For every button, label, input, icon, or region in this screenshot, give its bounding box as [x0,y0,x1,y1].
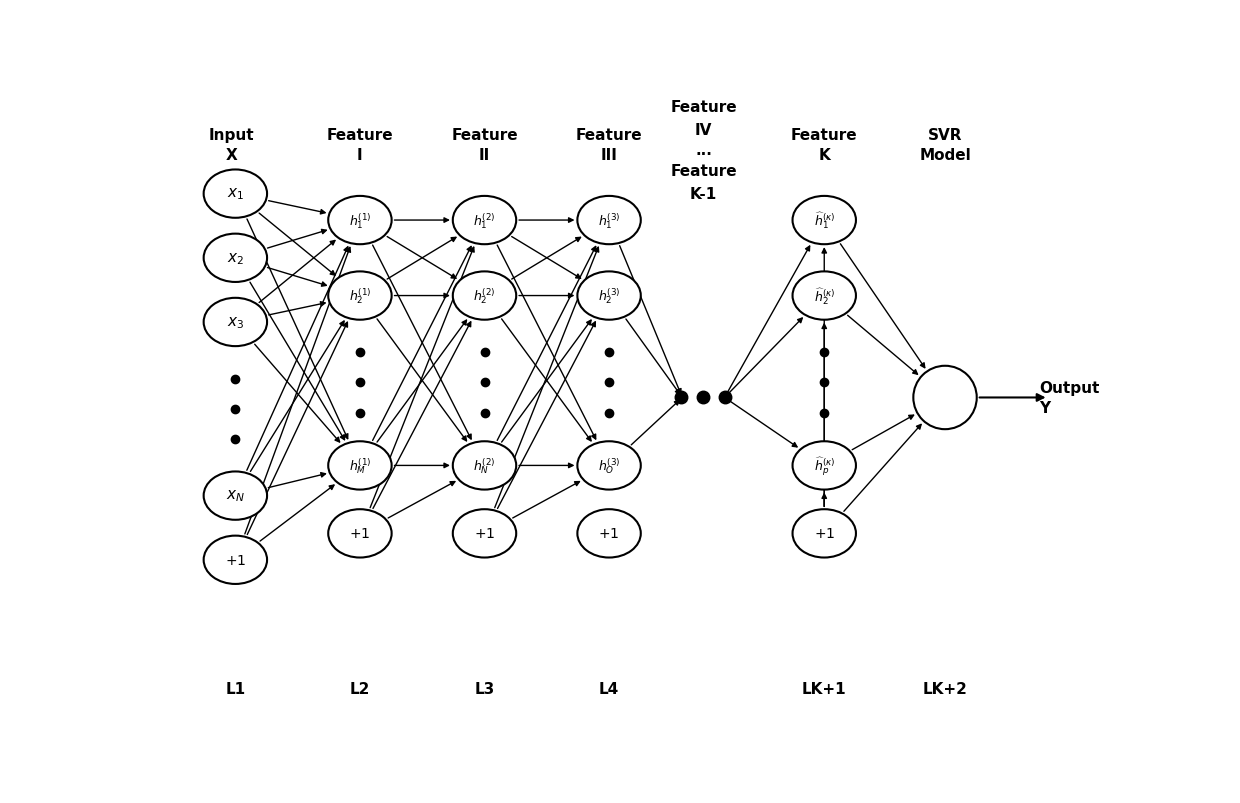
Text: $h_{N}^{(2)}$: $h_{N}^{(2)}$ [474,456,496,475]
Text: $h_1^{(1)}$: $h_1^{(1)}$ [348,211,371,230]
Text: $x_2$: $x_2$ [227,251,244,267]
Ellipse shape [578,510,641,558]
Text: $+1$: $+1$ [474,527,495,540]
Text: $h_{M}^{(1)}$: $h_{M}^{(1)}$ [348,456,371,475]
Ellipse shape [203,536,267,585]
Text: Output
Y: Output Y [1039,381,1100,415]
Ellipse shape [578,272,641,320]
Text: L1: L1 [226,681,246,695]
Ellipse shape [203,472,267,520]
Ellipse shape [578,197,641,245]
Text: $+1$: $+1$ [224,553,246,567]
Text: $x_N$: $x_N$ [226,488,244,503]
Text: $x_3$: $x_3$ [227,315,244,330]
Text: $\widehat{h}_1^{(\kappa)}$: $\widehat{h}_1^{(\kappa)}$ [813,210,835,231]
Text: Feature: Feature [670,165,737,179]
Text: $x_1$: $x_1$ [227,186,244,202]
Text: $h_{O}^{(3)}$: $h_{O}^{(3)}$ [598,456,620,475]
Text: K-1: K-1 [689,187,717,202]
Ellipse shape [453,510,516,558]
Ellipse shape [792,197,856,245]
Text: $\widehat{h}_2^{(\kappa)}$: $\widehat{h}_2^{(\kappa)}$ [813,286,835,307]
Text: $h_2^{(1)}$: $h_2^{(1)}$ [348,287,371,306]
Ellipse shape [578,442,641,490]
Text: Feature
I: Feature I [326,128,393,163]
Text: Feature
III: Feature III [575,128,642,163]
Ellipse shape [792,442,856,490]
Text: $h_1^{(2)}$: $h_1^{(2)}$ [474,211,496,230]
Ellipse shape [792,272,856,320]
Text: $+1$: $+1$ [350,527,371,540]
Ellipse shape [329,510,392,558]
Text: Input
X: Input X [208,128,254,163]
Text: $+1$: $+1$ [599,527,620,540]
Text: IV: IV [694,123,712,138]
Text: SVR
Model: SVR Model [919,128,971,163]
Text: $+1$: $+1$ [813,527,835,540]
Text: $h_2^{(3)}$: $h_2^{(3)}$ [598,287,620,306]
Text: $h_2^{(2)}$: $h_2^{(2)}$ [474,287,496,306]
Text: L2: L2 [350,681,370,695]
Text: L4: L4 [599,681,619,695]
Ellipse shape [329,197,392,245]
Ellipse shape [329,442,392,490]
Text: $h_1^{(3)}$: $h_1^{(3)}$ [598,211,620,230]
Ellipse shape [453,197,516,245]
Ellipse shape [453,272,516,320]
Circle shape [914,366,977,430]
Text: L3: L3 [475,681,495,695]
Ellipse shape [329,272,392,320]
Ellipse shape [453,442,516,490]
Text: Feature
II: Feature II [451,128,518,163]
Ellipse shape [203,234,267,283]
Text: $\widehat{h}_p^{(\kappa)}$: $\widehat{h}_p^{(\kappa)}$ [813,454,835,477]
Text: LK+2: LK+2 [923,681,967,695]
Text: ...: ... [694,143,712,158]
Text: Feature: Feature [670,100,737,115]
Text: Feature
K: Feature K [791,128,858,163]
Text: LK+1: LK+1 [802,681,847,695]
Ellipse shape [203,299,267,347]
Ellipse shape [203,170,267,218]
Ellipse shape [792,510,856,558]
